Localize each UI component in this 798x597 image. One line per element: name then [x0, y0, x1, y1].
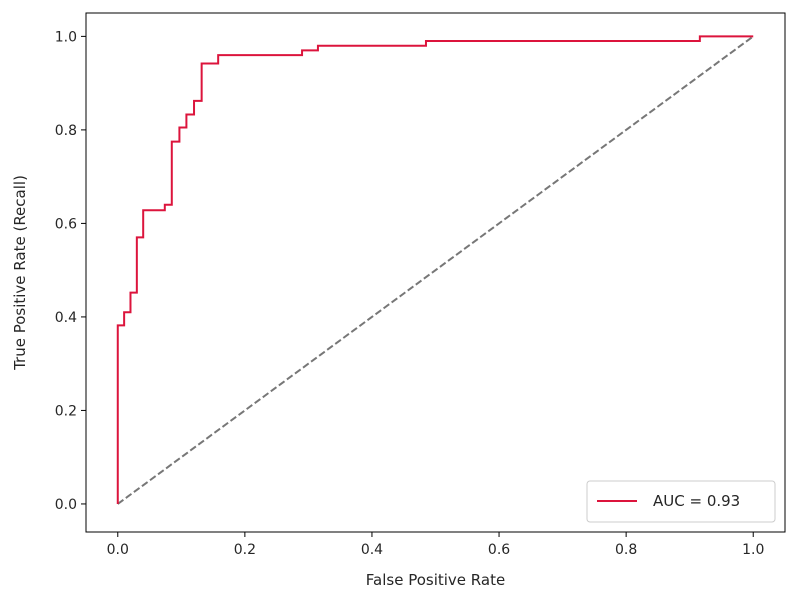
- x-tick-label: 0.6: [488, 542, 510, 558]
- y-tick-label: 0.2: [55, 403, 77, 419]
- x-axis-ticks: 0.0 0.2 0.4 0.6 0.8 1.0: [107, 532, 764, 558]
- y-tick-label: 0.0: [55, 497, 77, 513]
- legend: AUC = 0.93: [586, 480, 776, 523]
- y-tick-label: 1.0: [55, 29, 77, 45]
- plot-frame: [85, 12, 786, 533]
- y-tick-label: 0.6: [55, 216, 77, 232]
- roc-curve-line: [116, 35, 754, 504]
- x-tick-label: 0.0: [107, 542, 129, 558]
- y-tick-label: 0.8: [55, 123, 77, 139]
- legend-box: [586, 480, 776, 523]
- plot-layer: [116, 35, 754, 505]
- legend-label: AUC = 0.93: [653, 492, 740, 510]
- random-baseline-line: [117, 35, 754, 505]
- x-tick-label: 0.4: [361, 542, 383, 558]
- y-tick-label: 0.4: [55, 310, 77, 326]
- x-tick-label: 1.0: [742, 542, 764, 558]
- x-axis-label: False Positive Rate: [366, 571, 505, 589]
- y-axis-ticks: 0.0 0.2 0.4 0.6 0.8 1.0: [55, 29, 86, 513]
- x-tick-label: 0.8: [615, 542, 637, 558]
- x-tick-label: 0.2: [234, 542, 256, 558]
- y-axis-label: True Positive Rate (Recall): [11, 175, 29, 371]
